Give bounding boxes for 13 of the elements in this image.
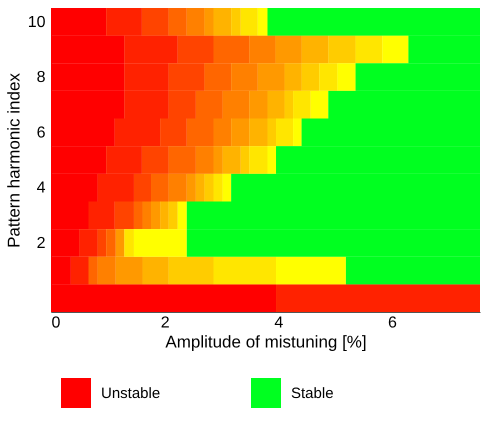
x-tick-label: 0 [52,314,60,332]
x-axis-title: Amplitude of mistuning [%] [165,332,367,352]
y-tick-label: 8 [36,69,46,86]
y-tick-label: 4 [36,180,46,197]
x-tick-label: 2 [160,314,170,332]
y-tick-label: 10 [28,14,46,31]
x-tick-label: 4 [274,314,284,332]
x-tick-label: 6 [388,314,397,332]
y-axis-title: Pattern harmonic index [4,72,24,248]
legend-label: Unstable [101,385,160,402]
y-tick-label: 6 [36,124,46,142]
legend-label: Stable [291,385,334,402]
y-tick-label: 2 [36,234,46,252]
